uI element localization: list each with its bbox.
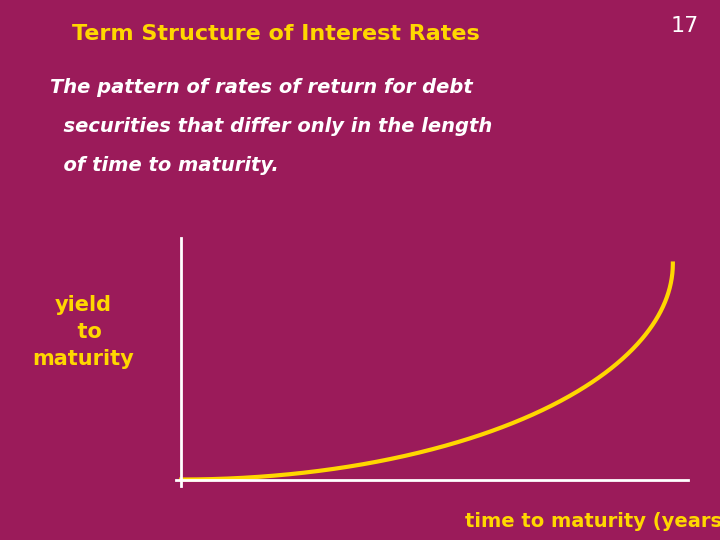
Text: Term Structure of Interest Rates: Term Structure of Interest Rates bbox=[72, 24, 480, 44]
Text: securities that differ only in the length: securities that differ only in the lengt… bbox=[50, 117, 492, 136]
Text: yield: yield bbox=[54, 295, 112, 315]
Text: The pattern of rates of return for debt: The pattern of rates of return for debt bbox=[50, 78, 473, 97]
Text: of time to maturity.: of time to maturity. bbox=[50, 156, 279, 175]
Text: time to maturity (years): time to maturity (years) bbox=[464, 511, 720, 531]
Text: 17: 17 bbox=[670, 16, 698, 36]
Text: to: to bbox=[63, 322, 102, 342]
Text: maturity: maturity bbox=[32, 349, 134, 369]
